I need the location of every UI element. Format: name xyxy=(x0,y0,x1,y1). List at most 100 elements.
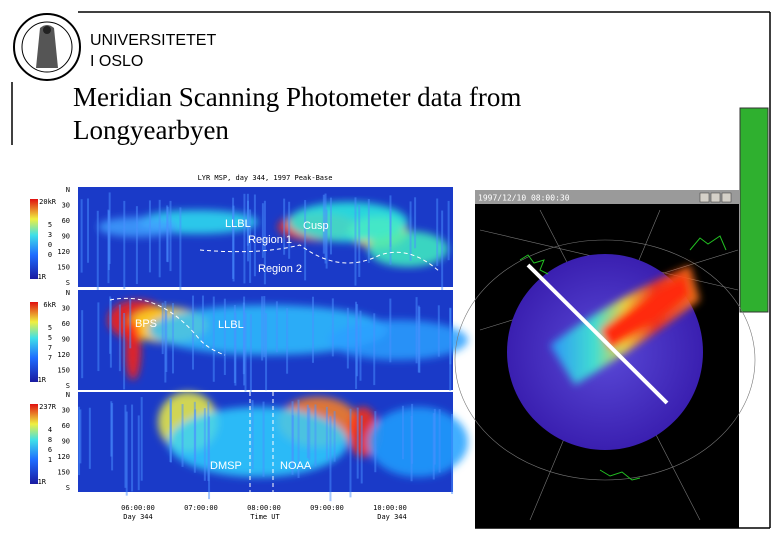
color-bar-digit: 5 xyxy=(48,324,52,332)
streak xyxy=(261,296,264,361)
color-bar-digit: 3 xyxy=(48,231,52,239)
y-tick-label: N xyxy=(66,391,70,399)
y-tick-label: N xyxy=(66,289,70,297)
streak xyxy=(129,298,132,349)
figure-caption: LYR MSP, day 344, 1997 Peak-Base xyxy=(198,174,333,182)
green-tab xyxy=(739,107,769,313)
color-bar-min: 1R xyxy=(38,478,47,486)
y-tick-label: 60 xyxy=(62,422,70,430)
slide-title: Meridian Scanning Photometer data from xyxy=(73,82,521,112)
time-label: 09:00:00 xyxy=(310,504,344,512)
region-label: Region 2 xyxy=(258,263,302,275)
streak xyxy=(243,193,246,284)
streak xyxy=(356,304,359,377)
color-bar-digit: 0 xyxy=(48,241,52,249)
region-label: LLBL xyxy=(225,218,251,230)
panel-features xyxy=(108,300,468,380)
y-tick-label: 30 xyxy=(62,305,70,313)
emission xyxy=(368,407,468,477)
streak xyxy=(251,400,254,470)
msp-figure: LYR MSP, day 344, 1997 Peak-Base 20kR 1R 5 3… xyxy=(30,174,468,521)
streak xyxy=(333,411,336,462)
streak xyxy=(354,197,357,286)
streak xyxy=(389,298,392,363)
all-sky-image: 1997/12/10 08:00:30 xyxy=(454,190,756,528)
y-tick-label: 30 xyxy=(62,407,70,415)
emission xyxy=(288,202,408,242)
streak xyxy=(111,403,114,471)
region-label: DMSP xyxy=(210,460,242,472)
streak xyxy=(244,312,247,392)
streak xyxy=(441,210,444,295)
streak xyxy=(80,199,83,273)
streak xyxy=(291,415,294,467)
streak xyxy=(312,296,315,363)
streak xyxy=(158,199,161,278)
time-note: Day 344 xyxy=(377,513,407,521)
streak xyxy=(263,296,266,358)
streak xyxy=(212,296,215,382)
y-tick-label: S xyxy=(66,484,70,492)
spectrogram-panel xyxy=(78,392,468,502)
streak xyxy=(123,200,126,290)
spectrogram-panel xyxy=(78,187,453,300)
color-bar-digit: 7 xyxy=(48,354,52,362)
streak xyxy=(79,409,82,464)
streak xyxy=(181,404,184,467)
y-tick-label: 150 xyxy=(57,264,70,272)
streak xyxy=(432,413,435,480)
emission xyxy=(368,231,448,267)
time-label: 06:00:00 xyxy=(121,504,155,512)
streak xyxy=(263,200,266,285)
streak xyxy=(437,305,440,357)
streak xyxy=(283,198,286,255)
color-bar-max: 237R xyxy=(39,403,57,411)
streak xyxy=(438,409,441,473)
color-bar-digit: 0 xyxy=(48,251,52,259)
color-bar-digit: 5 xyxy=(48,334,52,342)
color-bar-digit: 6 xyxy=(48,446,52,454)
streak xyxy=(179,207,182,292)
streak xyxy=(234,312,237,386)
color-bar-digit: 7 xyxy=(48,344,52,352)
streak xyxy=(414,197,417,249)
streak xyxy=(447,200,450,261)
color-bar xyxy=(30,404,38,484)
color-bar xyxy=(30,302,38,382)
streak xyxy=(331,298,334,357)
streak xyxy=(325,406,328,461)
streak xyxy=(324,193,327,264)
streak xyxy=(243,296,246,386)
window-title: 1997/12/10 08:00:30 xyxy=(478,194,570,203)
streak xyxy=(169,200,172,272)
streak xyxy=(208,416,211,500)
streak xyxy=(140,397,143,481)
region-label: BPS xyxy=(135,318,157,330)
streak xyxy=(109,298,112,368)
y-tick-label: 60 xyxy=(62,320,70,328)
university-name: I OSLO xyxy=(90,53,143,70)
streak xyxy=(358,204,361,277)
y-tick-label: 90 xyxy=(62,233,70,241)
y-tick-label: N xyxy=(66,186,70,194)
streak xyxy=(286,308,289,374)
streak xyxy=(308,407,311,460)
meridian-line xyxy=(526,263,669,405)
streak xyxy=(329,197,332,255)
streak xyxy=(418,306,421,373)
color-bar-digit: 1 xyxy=(48,456,52,464)
streak xyxy=(148,200,151,273)
streak xyxy=(262,401,265,477)
streak xyxy=(232,205,235,282)
streak xyxy=(389,208,392,265)
streak xyxy=(360,415,363,484)
spectrogram-panel xyxy=(78,290,468,400)
streak xyxy=(137,415,140,491)
color-bar-min: 1R xyxy=(38,376,47,384)
streak xyxy=(401,405,404,460)
streak xyxy=(275,301,278,353)
region-label: NOAA xyxy=(280,460,312,472)
streak xyxy=(96,210,99,300)
y-tick-label: 90 xyxy=(62,336,70,344)
